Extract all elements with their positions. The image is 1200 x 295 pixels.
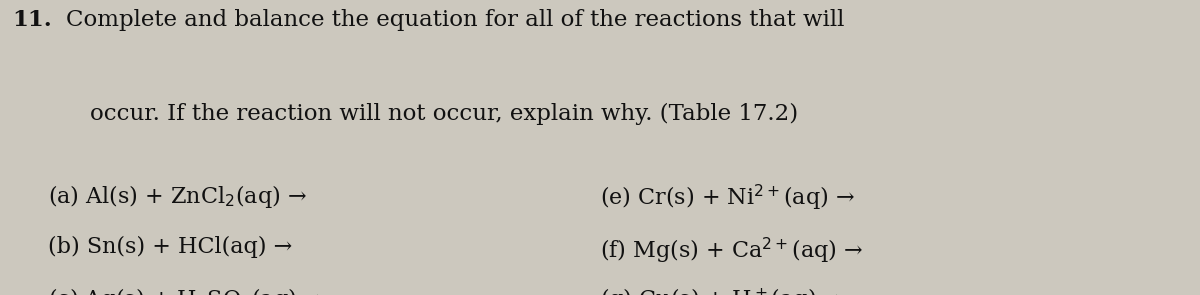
Text: (c) Ag(s) + H$_2$SO$_4$(aq) →: (c) Ag(s) + H$_2$SO$_4$(aq) → xyxy=(48,286,323,295)
Text: occur. If the reaction will not occur, explain why. (Table 17.2): occur. If the reaction will not occur, e… xyxy=(90,103,798,125)
Text: (f) Mg(s) + Ca$^{2+}$(aq) →: (f) Mg(s) + Ca$^{2+}$(aq) → xyxy=(600,236,863,266)
Text: (g) Cu(s) + H$^+$(aq) →: (g) Cu(s) + H$^+$(aq) → xyxy=(600,286,842,295)
Text: 11.: 11. xyxy=(12,9,52,31)
Text: (b) Sn(s) + HCl(aq) →: (b) Sn(s) + HCl(aq) → xyxy=(48,236,293,258)
Text: (a) Al(s) + ZnCl$_2$(aq) →: (a) Al(s) + ZnCl$_2$(aq) → xyxy=(48,183,307,210)
Text: Complete and balance the equation for all of the reactions that will: Complete and balance the equation for al… xyxy=(66,9,845,31)
Text: (e) Cr(s) + Ni$^{2+}$(aq) →: (e) Cr(s) + Ni$^{2+}$(aq) → xyxy=(600,183,856,213)
